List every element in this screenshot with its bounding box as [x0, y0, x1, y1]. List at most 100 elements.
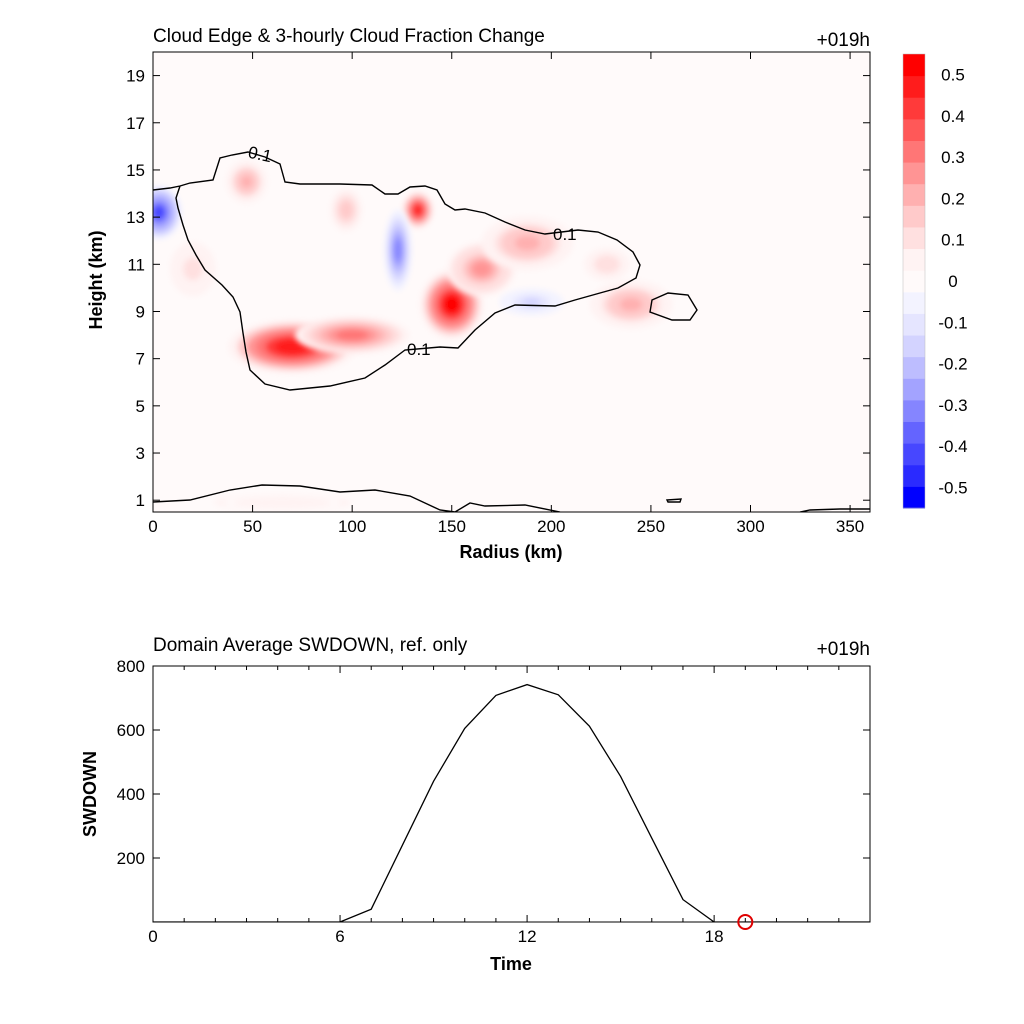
- anomaly-level: [394, 238, 402, 262]
- bottom-plot-frame: [152, 665, 871, 923]
- colorbar-swatch: [903, 205, 925, 228]
- top-y-tick-label: 17: [126, 114, 145, 133]
- cloud-fraction-anomaly: [330, 188, 363, 232]
- cloud-fraction-anomaly: [294, 316, 410, 355]
- cloud-fraction-anomaly: [401, 191, 434, 230]
- colorbar-swatch: [903, 54, 925, 77]
- contour-label: 0.1: [553, 225, 577, 244]
- colorbar-tick-label: 0.2: [941, 189, 965, 208]
- top-chart-title: Cloud Edge & 3-hourly Cloud Fraction Cha…: [153, 26, 545, 47]
- top-time-label: +019h: [817, 30, 870, 51]
- colorbar-swatch: [903, 378, 925, 401]
- anomaly-level: [263, 500, 302, 505]
- top-x-tick-label: 250: [637, 517, 665, 536]
- anomaly-level: [442, 294, 461, 315]
- bottom-y-tick-label: 200: [117, 849, 145, 868]
- bottom-y-tick-label: 600: [117, 721, 145, 740]
- bottom-y-tick-label: 400: [117, 785, 145, 804]
- colorbar-swatch: [903, 313, 925, 336]
- colorbar-tick-label: 0.1: [941, 231, 965, 250]
- current-time-marker: [737, 914, 754, 930]
- top-y-tick-label: 11: [127, 255, 145, 274]
- anomaly-level: [514, 235, 541, 251]
- cloud-edge-contour-small-1: [649, 292, 698, 321]
- cloud-fraction-change-field: [153, 160, 673, 511]
- colorbar-tick-label: 0.5: [941, 66, 965, 85]
- colorbar-tick-label: -0.1: [938, 313, 967, 332]
- colorbar-swatch: [903, 183, 925, 206]
- colorbar-tick-label: -0.2: [938, 355, 967, 374]
- top-y-tick-label: 5: [136, 397, 145, 416]
- bottom-x-axis-label: Time: [490, 954, 532, 974]
- cloud-edge-contour-small-2: [665, 498, 682, 503]
- swdown-plot-area: [153, 683, 870, 922]
- colorbar-swatch: [903, 270, 925, 293]
- top-y-axis-label: Height (km): [86, 230, 106, 329]
- swdown-series-line: [153, 683, 870, 922]
- top-x-axis-label: Radius (km): [459, 542, 562, 562]
- colorbar-tick-label: -0.4: [938, 437, 967, 456]
- bottom-y-tick-label: 800: [117, 657, 145, 676]
- cloud-fraction-anomaly: [384, 209, 412, 291]
- bottom-time-label: +019h: [817, 639, 870, 660]
- cloud-fraction-anomaly: [584, 248, 631, 281]
- anomaly-level: [336, 329, 368, 341]
- top-y-tick-label: 1: [136, 491, 145, 510]
- top-y-tick-label: 7: [136, 350, 145, 369]
- colorbar-frame: [902, 53, 926, 509]
- colorbar-tick-label: -0.3: [938, 396, 967, 415]
- top-x-tick-label: 50: [243, 517, 262, 536]
- colorbar-swatch: [903, 97, 925, 120]
- colorbar: -0.5 -0.4 -0.3 -0.2 -0.1 0 0.1 0.2 0.3 0.4 0.5: [902, 53, 968, 509]
- colorbar-swatch: [903, 486, 925, 509]
- anomaly-level: [413, 204, 423, 216]
- cloud-fraction-anomaly: [153, 185, 182, 240]
- colorbar-swatch: [903, 399, 925, 423]
- top-y-tick-label: 19: [126, 67, 145, 86]
- colorbar-swatch: [903, 335, 925, 358]
- top-x-tick-label: 100: [338, 517, 366, 536]
- top-y-tick-label: 15: [126, 161, 145, 180]
- colorbar-swatch: [903, 75, 925, 98]
- top-y-tick-label: 9: [136, 302, 145, 321]
- cloud-edge-contour-low: [153, 484, 561, 512]
- cloud-fraction-anomaly: [419, 269, 484, 340]
- contour-labels: 0.1 0.1 0.1: [246, 143, 576, 359]
- colorbar-tick-label: 0.3: [941, 148, 965, 167]
- top-y-tick-label: 13: [126, 208, 145, 227]
- top-x-tick-label: 200: [537, 517, 565, 536]
- colorbar-swatch: [903, 421, 925, 444]
- colorbar-swatch: [903, 226, 925, 250]
- anomaly-level: [153, 204, 166, 220]
- top-x-tick-label: 150: [438, 517, 466, 536]
- bottom-y-axis-label: SWDOWN: [80, 751, 100, 837]
- contour-label: 0.1: [407, 340, 431, 359]
- colorbar-swatch: [903, 464, 925, 487]
- bottom-x-tick-label: 18: [705, 927, 724, 946]
- cloud-fraction-anomaly: [589, 279, 673, 329]
- top-x-tick-label: 350: [836, 517, 864, 536]
- bottom-x-tick-label: 6: [335, 927, 344, 946]
- cloud-edge-contour-main: [153, 151, 641, 391]
- anomaly-level: [600, 259, 614, 269]
- bottom-chart-title: Domain Average SWDOWN, ref. only: [153, 635, 468, 656]
- top-x-tick-label: 0: [148, 517, 157, 536]
- top-plot-frame: [152, 51, 871, 513]
- top-x-tick-label: 300: [736, 517, 764, 536]
- cloud-edge-contour-right: [799, 508, 870, 512]
- anomaly-level: [341, 204, 351, 217]
- colorbar-swatch: [903, 248, 925, 271]
- anomaly-level: [522, 298, 541, 306]
- top-y-tick-label: 3: [136, 444, 145, 463]
- colorbar-swatch: [903, 162, 925, 185]
- cloud-fraction-anomaly: [213, 494, 352, 511]
- anomaly-level: [472, 261, 492, 277]
- bottom-x-tick-label: 12: [518, 927, 537, 946]
- colorbar-tick-label: 0.4: [941, 107, 965, 126]
- cloud-fraction-anomaly: [499, 288, 564, 316]
- colorbar-tick-label: -0.5: [938, 478, 967, 497]
- colorbar-swatch: [903, 356, 925, 379]
- contour-label: 0.1: [246, 143, 273, 166]
